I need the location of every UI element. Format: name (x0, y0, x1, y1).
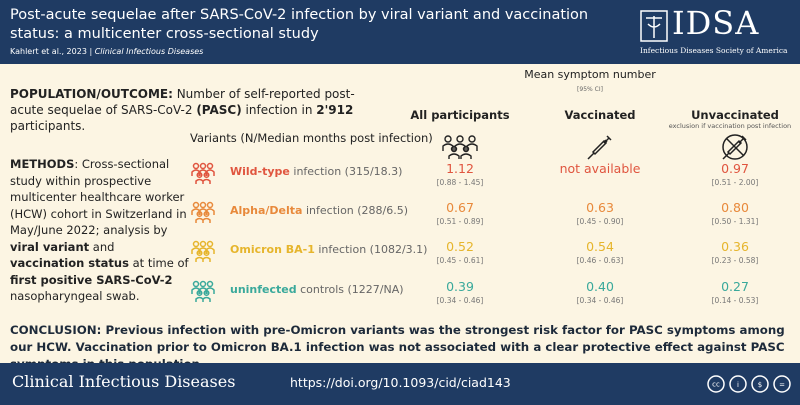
group-icon (191, 240, 215, 262)
doi: https://doi.org/10.1093/cid/ciad143 (290, 375, 511, 390)
column-header: Unvaccinated (691, 108, 779, 122)
footer-band: Clinical Infectious Diseases https://doi… (0, 363, 800, 405)
conclusion: CONCLUSION: Previous infection with pre-… (10, 322, 795, 373)
variant-detail: infection (288/6.5) (305, 204, 409, 217)
text: at time of (128, 256, 189, 270)
text: Previous infection with pre-Omicron vari… (10, 323, 785, 371)
column-note: exclusion if vaccination post infection (668, 122, 792, 130)
group-icon (191, 280, 215, 302)
mean-value: 0.97 (721, 161, 749, 176)
column-header: Vaccinated (564, 108, 636, 122)
confidence-interval: [0.34 - 0.46] (576, 296, 624, 305)
variant-name: Alpha/Delta (230, 204, 303, 217)
confidence-interval: [0.34 - 0.46] (436, 296, 484, 305)
variant-label: uninfected controls (1227/NA) (230, 283, 404, 296)
journal: Clinical Infectious Diseases (94, 47, 204, 56)
people-icon (442, 135, 478, 159)
population: POPULATION/OUTCOME: Number of self-repor… (10, 86, 370, 134)
variant-name: Omicron BA-1 (230, 243, 315, 256)
text: and (89, 239, 115, 254)
table-title: Mean symptom number (524, 68, 656, 81)
mean-value: not available (559, 161, 641, 176)
logo-emblem (640, 10, 668, 42)
text: 2'912 (316, 103, 354, 117)
text: participants. (10, 119, 86, 133)
confidence-interval: [0.45 - 0.90] (576, 217, 624, 226)
footer-journal: Clinical Infectious Diseases (12, 372, 236, 391)
mean-value: 0.27 (721, 279, 749, 294)
group-icon (191, 162, 215, 184)
mean-value: 0.36 (721, 239, 749, 254)
label: METHODS (10, 157, 75, 171)
confidence-interval: [0.45 - 0.61] (436, 256, 484, 265)
svg-text:$: $ (758, 381, 762, 389)
logo-text: IDSA (672, 4, 760, 42)
title: Post-acute sequelae after SARS-CoV-2 inf… (10, 7, 589, 42)
text: : Cross-sectional study within prospecti… (10, 157, 187, 237)
variant-detail: infection (1082/3.1) (318, 243, 428, 256)
variant-name: Wild-type (230, 165, 290, 178)
no-syringe-icon (722, 134, 748, 160)
variant-label: Alpha/Delta infection (288/6.5) (230, 204, 408, 217)
text: infection in (241, 103, 317, 117)
variant-label: Omicron BA-1 infection (1082/3.1) (230, 243, 427, 256)
separator: | (89, 47, 93, 56)
confidence-interval: [0.50 - 1.31] (711, 217, 759, 226)
label: POPULATION/OUTCOME: (10, 87, 173, 101)
variants-header: Variants (N/Median months post infection… (190, 131, 433, 145)
confidence-interval: [0.51 - 2.00] (711, 178, 759, 187)
text: (PASC) (196, 103, 242, 117)
confidence-interval: [0.88 - 1.45] (436, 178, 484, 187)
mean-value: 1.12 (446, 161, 474, 176)
confidence-interval: [0.51 - 0.89] (436, 217, 484, 226)
header-band: Post-acute sequelae after SARS-CoV-2 inf… (0, 0, 800, 64)
variant-detail: controls (1227/NA) (300, 283, 404, 296)
table-subtitle: [95% CI] (577, 86, 603, 93)
confidence-interval: [0.23 - 0.58] (711, 256, 759, 265)
citation-line: Kahlert et al., 2023 | Clinical Infectio… (10, 47, 203, 56)
column-header: All participants (410, 108, 510, 122)
society-name: Infectious Diseases Society of America (640, 46, 788, 55)
svg-text:=: = (779, 381, 785, 389)
mean-value: 0.52 (446, 239, 474, 254)
variant-label: Wild-type infection (315/18.3) (230, 165, 402, 178)
svg-text:cc: cc (712, 381, 720, 389)
confidence-interval: [0.14 - 0.53] (711, 296, 759, 305)
variant-detail: infection (315/18.3) (293, 165, 403, 178)
svg-text:i: i (737, 381, 739, 389)
mean-value: 0.39 (446, 279, 474, 294)
citation: Kahlert et al., 2023 (10, 47, 87, 56)
group-icon (191, 201, 215, 223)
variant-name: uninfected (230, 283, 297, 296)
mean-value: 0.80 (721, 200, 749, 215)
label: CONCLUSION: (10, 323, 102, 337)
mean-value: 0.40 (586, 279, 614, 294)
text: first positive SARS-CoV-2 (10, 272, 173, 287)
text: vaccination status (10, 256, 129, 270)
text: viral variant (10, 239, 90, 254)
syringe-icon (587, 135, 612, 160)
confidence-interval: [0.46 - 0.63] (576, 256, 624, 265)
mean-value: 0.63 (586, 200, 614, 215)
mean-value: 0.54 (586, 239, 614, 254)
mean-value: 0.67 (446, 200, 474, 215)
license-icons: cc i $ = (707, 375, 791, 393)
methods: METHODS: Cross-sectional study within pr… (10, 156, 190, 305)
text: nasopharyngeal swab. (10, 289, 140, 303)
text: Number of self-reported post-acute seque… (10, 87, 355, 117)
